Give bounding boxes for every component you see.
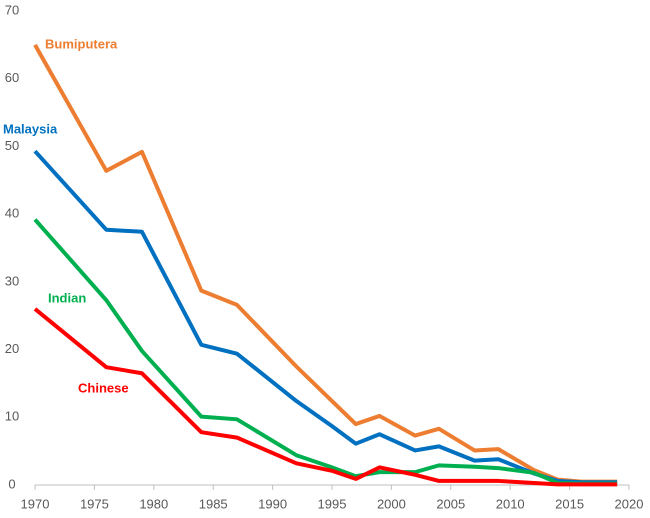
- x-tick-label: 1990: [258, 496, 287, 511]
- x-tick-label: 1995: [318, 496, 347, 511]
- series-label: Bumiputera: [45, 36, 118, 51]
- line-series: [33, 149, 618, 485]
- line-series: [33, 307, 618, 487]
- y-tick-label: 50: [5, 138, 19, 153]
- line-series: [33, 218, 618, 486]
- x-tick-label: 1985: [199, 496, 228, 511]
- y-tick-label: 70: [5, 2, 19, 17]
- y-tick-label: 30: [5, 273, 19, 288]
- x-tick-label: 1970: [21, 496, 50, 511]
- x-tick-label: 2020: [615, 496, 644, 511]
- y-tick-label: 60: [5, 70, 19, 85]
- x-tick-label: 2000: [377, 496, 406, 511]
- y-tick-label: 20: [5, 341, 19, 356]
- series-label: Indian: [48, 290, 86, 305]
- y-tick-label: 10: [5, 409, 19, 424]
- x-tick-label: 2010: [496, 496, 525, 511]
- series-label: Malaysia: [3, 121, 58, 136]
- y-tick-label: 0: [8, 476, 15, 491]
- line-series: [33, 43, 618, 484]
- x-tick-label: 1980: [139, 496, 168, 511]
- x-tick-label: 2005: [436, 496, 465, 511]
- series-label: Chinese: [78, 380, 129, 395]
- x-tick-label: 1975: [80, 496, 109, 511]
- x-tick-label: 2015: [555, 496, 584, 511]
- y-tick-label: 40: [5, 206, 19, 221]
